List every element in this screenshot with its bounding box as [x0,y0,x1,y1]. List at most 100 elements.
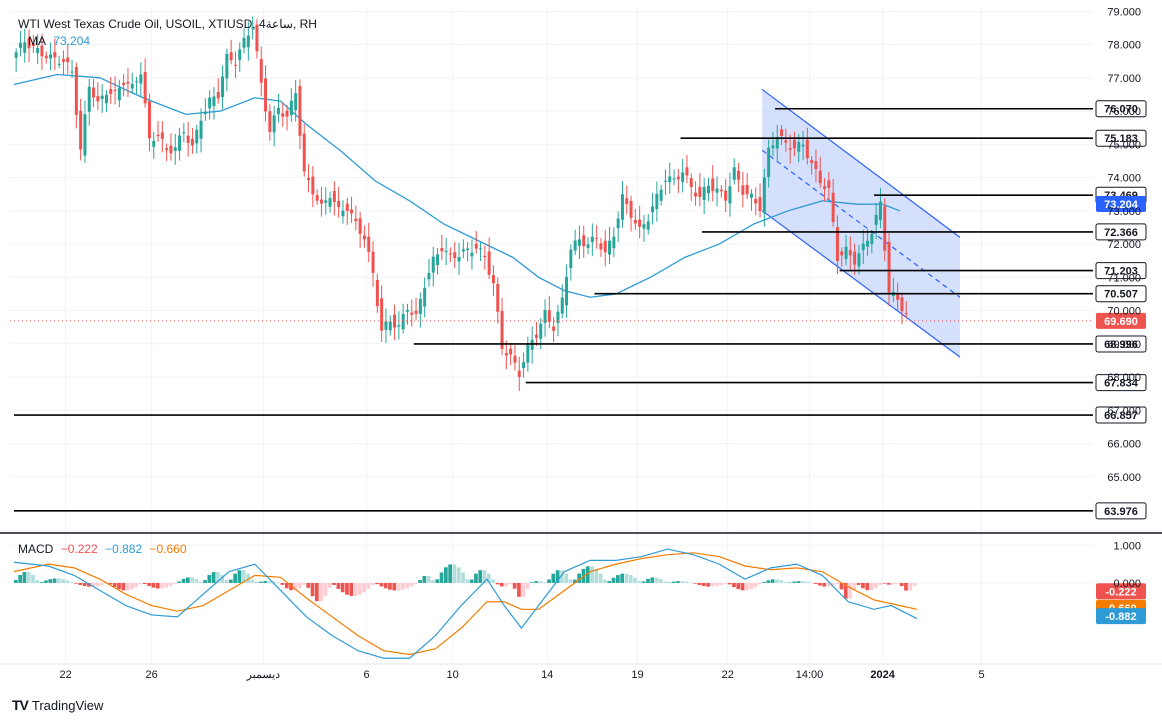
ma-price-label: 73.204 [1104,199,1139,211]
candle-body [560,297,564,314]
candle-body [883,206,887,251]
candle-body [49,54,53,59]
time-tick-label: 19 [631,669,643,681]
brand-name: TradingView [31,697,104,713]
macd-hist-bar [491,579,495,583]
macd-hist-bar [69,582,74,583]
macd-hist-bar [52,578,57,583]
candle-body [423,287,427,307]
macd-hist-value: −0.222 [60,542,98,556]
candle-body [362,235,366,240]
macd-hist-bar [125,582,130,591]
price-tick-label: 71.000 [1107,272,1141,284]
macd-hist-bar [710,582,715,587]
candle-body [152,141,156,147]
macd-hist-bar [628,575,633,583]
last-price-label: 69.690 [1104,316,1138,328]
candle-body [242,37,246,48]
candle-body [233,64,237,66]
candle-body [900,297,904,312]
candle-body [418,298,422,314]
candle-body [470,252,474,257]
macd-hist-bar [61,579,65,583]
candle-body [552,326,556,331]
candle-body [221,76,225,98]
candle-body [620,194,624,220]
macd-hist-bar [82,582,87,587]
candle-body [762,177,766,214]
macd-signal-value: −0.660 [149,542,187,556]
candle-body [113,89,117,91]
macd-hist-bar [732,582,736,588]
macd-hist-bar [358,582,362,595]
macd-hist-bar [671,581,676,583]
macd-hist-bar [594,568,599,583]
macd-hist-bar [706,582,710,587]
macd-legend: MACD −0.222 −0.882 −0.660 [18,542,191,556]
macd-hist-bar [895,582,900,584]
macd-hist-bar [418,580,422,583]
macd-hist-bar [525,582,530,589]
candle-body [96,96,100,102]
candle-body [651,206,655,213]
macd-macd-tag [1096,608,1146,625]
candle-body [212,96,216,107]
candle-body [831,192,835,222]
macd-hist-bar [263,581,268,583]
macd-hist-bar [792,581,796,583]
candle-body [285,110,289,117]
candle-body [784,140,788,143]
level-tag [1095,502,1147,520]
candle-body [358,218,362,234]
candle-body [797,141,801,152]
macd-hist-bar [611,577,616,583]
macd-hist-bar [336,582,341,589]
macd-hist-bar [663,581,667,583]
macd-hist-bar [534,581,538,583]
candle-body [268,111,272,132]
macd-hist-bar [753,582,758,588]
macd-hist-bar [250,579,255,583]
macd-hist-bar [882,582,887,584]
candle-body [109,89,113,94]
candle-body [788,148,792,150]
candle-body [276,107,280,115]
candle-body [504,353,508,356]
candle-body [853,251,857,265]
macd-hist-bar [684,581,689,583]
macd-hist-bar [852,582,857,590]
macd-hist-bar [186,577,190,583]
candle-body [513,355,517,363]
tradingview-brand[interactable]: TV TradingView [12,697,103,713]
macd-hist-bar [353,582,358,596]
macd-hist-bar [177,581,182,583]
macd-hist-bar [461,572,465,583]
candle-body [92,87,96,98]
macd-hist-bar [151,582,156,588]
macd-hist-bar [216,572,220,583]
candle-body [367,236,371,253]
macd-hist-bar [813,582,818,584]
macd-hist-bar [547,579,551,583]
macd-hist-bar [121,582,126,591]
macd-hist-bar [78,582,83,586]
time-tick-label: 6 [364,669,370,681]
level-tag [1095,100,1147,118]
ma-legend: MA 73.204 [28,34,94,48]
candle-body [509,348,513,355]
time-tick-label: 14:00 [796,669,824,681]
macd-hist-bar [839,582,844,590]
macd-hist-bar [878,582,882,585]
candle-body [517,370,521,378]
macd-hist-bar [383,582,388,589]
macd-hist-bar [315,582,319,602]
candle-body [724,190,728,201]
macd-hist-bar [100,582,104,586]
candle-body [612,236,616,249]
macd-hist-bar [603,579,607,583]
macd-hist-bar [727,582,732,585]
symbol-legend: WTI West Texas Crude Oil, USOIL, XTIUSD,… [18,17,321,31]
candle-body [599,243,603,250]
candle-body [160,132,164,139]
